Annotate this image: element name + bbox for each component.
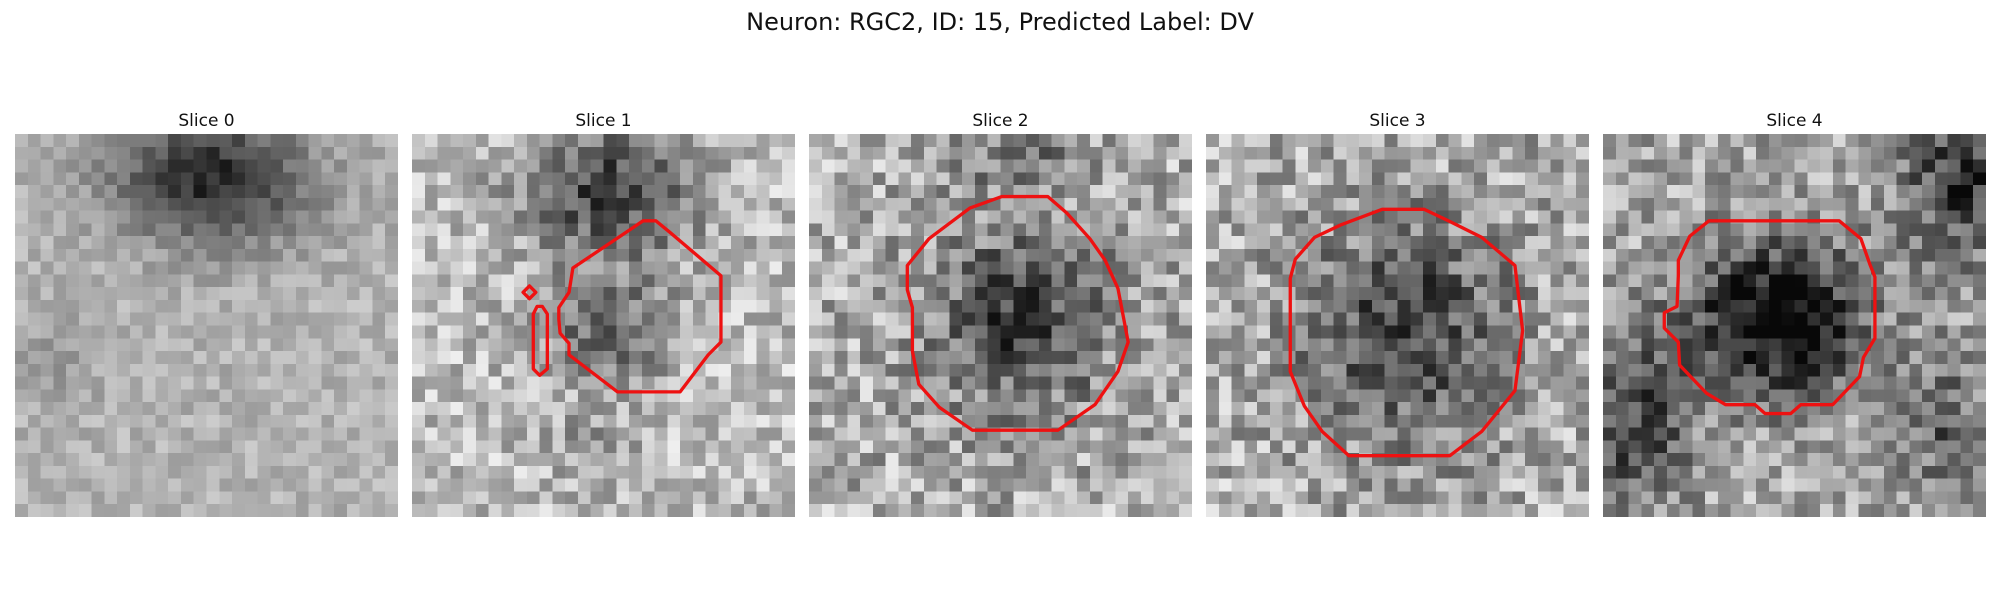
segmentation-contour-1 xyxy=(521,219,723,394)
contour-main-1 xyxy=(557,219,723,394)
figure-title: Neuron: RGC2, ID: 15, Predicted Label: D… xyxy=(746,8,1254,36)
slice-image-1 xyxy=(412,134,795,517)
segmentation-contour-2 xyxy=(905,194,1130,432)
contour-small-diamond-1 xyxy=(521,284,538,301)
segmentation-contour-4 xyxy=(1662,219,1877,416)
contour-small-loop-1 xyxy=(531,304,549,377)
slice-image-2 xyxy=(809,134,1192,517)
segmentation-contour-3 xyxy=(1288,207,1525,458)
slice-image-4 xyxy=(1603,134,1986,517)
slice-panel-2: Slice 2 xyxy=(809,108,1192,517)
slice-panel-4: Slice 4 xyxy=(1603,108,1986,517)
slice-panel-1: Slice 1 xyxy=(412,108,795,517)
slice-title-1: Slice 1 xyxy=(575,111,632,131)
slice-panel-0: Slice 0 xyxy=(15,108,398,517)
slice-image-3 xyxy=(1206,134,1589,517)
slice-title-4: Slice 4 xyxy=(1766,111,1823,131)
slice-panel-3: Slice 3 xyxy=(1206,108,1589,517)
slice-title-3: Slice 3 xyxy=(1369,111,1426,131)
slice-image-0 xyxy=(15,134,398,517)
slice-title-0: Slice 0 xyxy=(178,111,235,131)
slice-title-2: Slice 2 xyxy=(972,111,1029,131)
